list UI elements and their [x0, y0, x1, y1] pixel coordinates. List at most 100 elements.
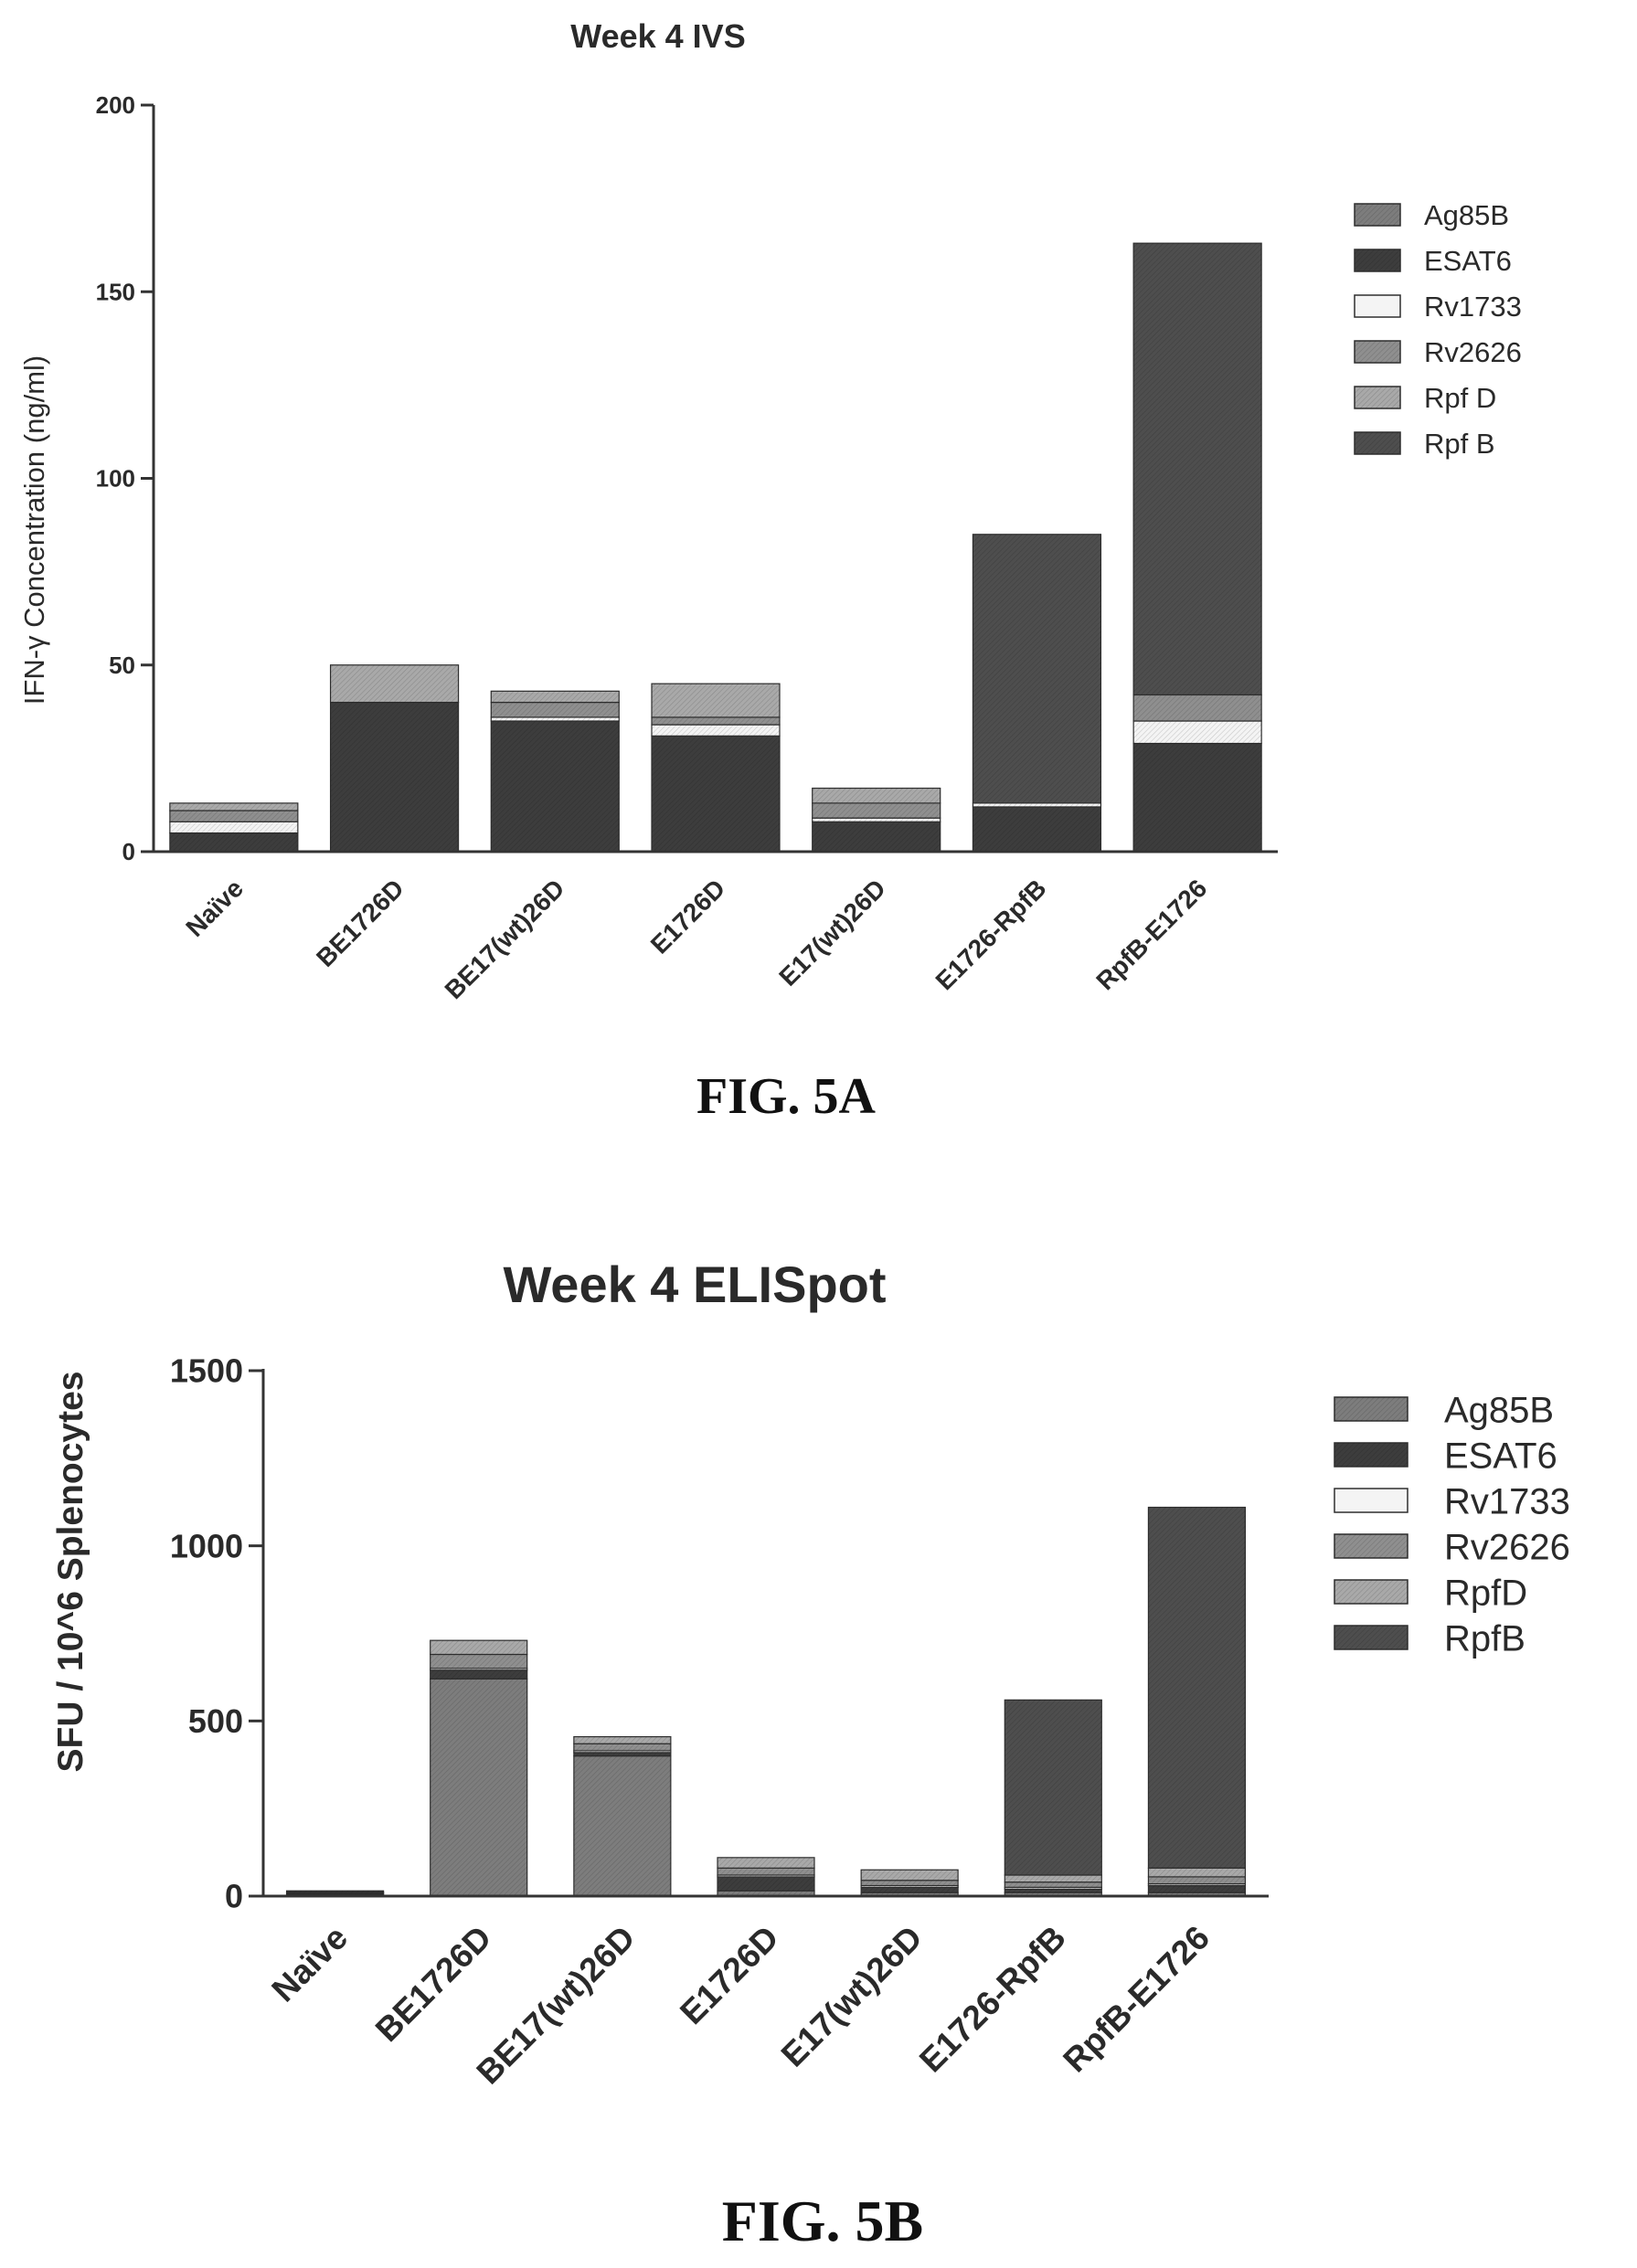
chart-b-x-tick-label: E17(wt)26D — [774, 1919, 930, 2074]
chart-b-bar-texture — [573, 1743, 671, 1751]
chart-a-legend-label: Rpf B — [1424, 428, 1495, 460]
chart-a-legend-swatch-texture — [1355, 432, 1400, 454]
chart-b-title: Week 4 ELISpot — [503, 1256, 886, 1313]
chart-b-legend-label: ESAT6 — [1444, 1436, 1557, 1476]
chart-a-legend-label: Rv2626 — [1424, 336, 1522, 368]
chart-a-x-tick-label: E1726-RpfB — [930, 874, 1052, 995]
chart-a-legend-swatch-rv1733 — [1354, 294, 1401, 318]
chart-a-legend-label: Rv1733 — [1424, 291, 1522, 323]
chart-a-legend-swatch-texture — [1355, 249, 1400, 271]
chart-a-y-tick-label: 150 — [96, 278, 135, 305]
chart-a-legend-label: Ag85B — [1424, 199, 1509, 231]
chart-a-bar-texture — [973, 534, 1101, 803]
chart-b-bar-texture — [573, 1750, 671, 1753]
chart-a-y-tick-label: 200 — [96, 91, 135, 119]
chart-a-bar-texture — [652, 684, 780, 717]
chart-a-legend-label: ESAT6 — [1424, 245, 1512, 277]
chart-b-legend-swatch-texture — [1334, 1397, 1408, 1421]
chart-a-bar-texture — [330, 664, 459, 703]
chart-b-bar-texture — [1005, 1881, 1102, 1888]
chart-a-bar-texture — [491, 716, 620, 722]
chart-a-x-tick-label: E17(wt)26D — [773, 874, 891, 991]
figure-label-5a: FIG. 5A — [696, 1068, 877, 1125]
chart-b-bar-texture — [718, 1857, 814, 1869]
chart-b-bar-texture — [430, 1654, 527, 1669]
chart-b-x-tick-label: E1726-RpfB — [912, 1919, 1073, 2080]
chart-b-x-tick-label: Naïve — [264, 1919, 355, 2009]
chart-b-bar-texture — [861, 1887, 959, 1893]
chart-a-bar-texture — [652, 716, 780, 726]
chart-a-bar-texture — [973, 806, 1101, 852]
chart-b: Week 4 ELISpot SFU / 10^6 Splenocytes 0 5… — [51, 1256, 1570, 2253]
chart-b-x-tick-label: E1726D — [673, 1919, 786, 2032]
chart-a-x-tick-label: RpfB-E1726 — [1090, 874, 1212, 995]
chart-b-ylabel: SFU / 10^6 Splenocytes — [51, 1372, 90, 1773]
chart-a-legend-swatch-texture — [1355, 204, 1400, 226]
chart-b-bar-texture — [1005, 1700, 1102, 1875]
chart-b-y-ticks: 0 500 1000 1500 — [170, 1352, 263, 1915]
chart-b-bar-texture — [430, 1679, 527, 1896]
chart-b-legend-label: Rv2626 — [1444, 1527, 1570, 1567]
figure-label-5b: FIG. 5B — [722, 2189, 923, 2253]
chart-b-bars — [285, 1506, 1247, 1897]
chart-b-bar-texture — [718, 1875, 814, 1877]
chart-a-bar-texture — [652, 725, 780, 737]
chart-a-x-tick-label: Naïve — [180, 874, 249, 942]
chart-a-bar-texture — [812, 802, 941, 819]
chart-a-legend: Ag85B ESAT6 Rv1733 Rv2626 Rpf D Rpf B — [1354, 199, 1522, 460]
chart-a-x-tick-label: E1726D — [645, 874, 730, 959]
chart-a-bar-texture — [169, 821, 298, 833]
chart-a-ylabel: IFN-γ Concentration (ng/ml) — [18, 355, 50, 705]
chart-b-bar-texture — [1148, 1507, 1246, 1869]
chart-a-bar-texture — [169, 802, 298, 811]
chart-a-bar-texture — [973, 802, 1101, 807]
chart-b-bar-texture — [573, 1752, 671, 1756]
chart-b-bar-texture — [573, 1736, 671, 1744]
chart-a-y-tick-label: 0 — [122, 838, 135, 865]
chart-b-bar-texture — [718, 1868, 814, 1875]
chart-a-y-ticks: 0 50 100 150 200 — [96, 91, 154, 865]
chart-b-bar-texture — [718, 1876, 814, 1892]
chart-b-bar-texture — [1005, 1889, 1102, 1893]
chart-b-bar-texture — [1005, 1887, 1102, 1890]
chart-b-bar-texture — [286, 1891, 384, 1892]
chart-b-y-tick-label: 1500 — [170, 1352, 243, 1390]
chart-a-bar-texture — [491, 691, 620, 703]
chart-b-legend-label: Ag85B — [1444, 1390, 1554, 1430]
chart-b-bar-texture — [861, 1885, 959, 1888]
chart-b-bar-texture — [430, 1668, 527, 1670]
chart-b-bar-texture — [430, 1640, 527, 1655]
chart-b-y-tick-label: 1000 — [170, 1527, 243, 1564]
chart-b-bar-texture — [718, 1891, 814, 1896]
chart-b-bar-texture — [430, 1669, 527, 1680]
chart-a-bar-texture — [812, 821, 941, 852]
chart-a: Week 4 IVS IFN-γ Concentration (ng/ml) 0… — [18, 17, 1522, 1125]
chart-b-y-tick-label: 0 — [225, 1878, 243, 1915]
chart-a-bar-texture — [169, 811, 298, 822]
chart-b-bar-texture — [861, 1892, 959, 1896]
chart-b-legend-swatch-texture — [1334, 1534, 1408, 1558]
chart-b-bar-texture — [861, 1880, 959, 1886]
chart-a-bar-texture — [491, 702, 620, 717]
chart-b-bar-texture — [1148, 1868, 1246, 1877]
chart-a-title: Week 4 IVS — [570, 17, 745, 55]
chart-b-legend-swatch-rv1733 — [1334, 1488, 1408, 1513]
chart-b-x-tick-label: BE1726D — [368, 1919, 498, 2049]
chart-b-bar-texture — [1148, 1883, 1246, 1886]
chart-a-legend-swatch-texture — [1355, 341, 1400, 363]
chart-a-bar-texture — [1133, 694, 1262, 722]
chart-b-legend-swatch-texture — [1334, 1626, 1408, 1649]
chart-a-bar-texture — [169, 832, 298, 852]
chart-b-legend: Ag85B ESAT6 Rv1733 Rv2626 RpfD RpfB — [1334, 1390, 1570, 1659]
chart-b-bar-texture — [861, 1870, 959, 1881]
chart-b-legend-label: RpfD — [1444, 1573, 1527, 1613]
chart-b-legend-label: Rv1733 — [1444, 1481, 1570, 1521]
chart-b-bar-texture — [1148, 1885, 1246, 1893]
chart-a-bar-texture — [652, 736, 780, 852]
chart-a-x-tick-label: BE1726D — [311, 874, 409, 972]
chart-a-legend-label: Rpf D — [1424, 382, 1496, 414]
chart-b-x-tick-label: RpfB-E1726 — [1056, 1919, 1217, 2080]
